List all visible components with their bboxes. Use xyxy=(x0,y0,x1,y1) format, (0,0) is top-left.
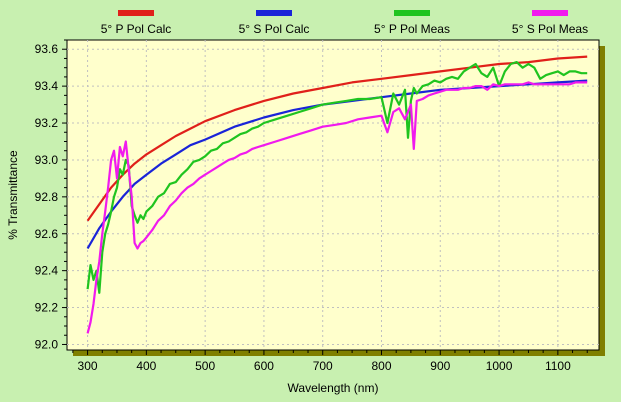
y-tick-label: 93.0 xyxy=(35,153,59,167)
y-axis-label: % Transmittance xyxy=(6,150,20,240)
gridlines xyxy=(67,40,599,350)
x-tick-label: 900 xyxy=(430,359,450,373)
x-tick-label: 300 xyxy=(78,359,98,373)
legend-swatch xyxy=(256,10,292,16)
x-tick-label: 400 xyxy=(136,359,156,373)
x-tick-label: 800 xyxy=(371,359,391,373)
y-tick-label: 92.8 xyxy=(35,190,59,204)
x-tick-label: 500 xyxy=(195,359,215,373)
legend-label: 5° S Pol Calc xyxy=(239,22,310,36)
x-axis-label: Wavelength (nm) xyxy=(288,381,379,395)
y-axis: 92.0 92.2 92.4 92.6 92.8 93.0 93.2 93.4 93.6 xyxy=(35,39,67,351)
legend-swatch xyxy=(394,10,430,16)
plot-area xyxy=(66,39,600,351)
legend-swatch xyxy=(118,10,154,16)
y-tick-label: 93.4 xyxy=(35,79,59,93)
y-tick-label: 93.2 xyxy=(35,116,59,130)
y-tick-label: 92.4 xyxy=(35,264,59,278)
legend-label: 5° P Pol Meas xyxy=(374,22,450,36)
x-axis: 300 400 500 600 700 800 900 1000 1100 xyxy=(72,350,588,373)
legend-label: 5° S Pol Meas xyxy=(512,22,588,36)
y-tick-label: 92.2 xyxy=(35,301,59,315)
legend-swatch xyxy=(532,10,568,16)
series-line-1 xyxy=(86,55,588,222)
y-tick-label: 93.6 xyxy=(35,42,59,56)
y-tick-label: 92.0 xyxy=(35,337,59,351)
series-line-4 xyxy=(86,81,588,334)
x-tick-label: 700 xyxy=(313,359,333,373)
x-tick-label: 1100 xyxy=(545,359,571,373)
chart-legend: 5° P Pol Calc 5° S Pol Calc 5° P Pol Meas 5… xyxy=(101,10,588,36)
series-lines xyxy=(86,55,588,334)
x-tick-label: 600 xyxy=(254,359,274,373)
x-tick-label: 1000 xyxy=(486,359,513,373)
legend-label: 5° P Pol Calc xyxy=(101,22,172,36)
y-tick-label: 92.6 xyxy=(35,227,59,241)
